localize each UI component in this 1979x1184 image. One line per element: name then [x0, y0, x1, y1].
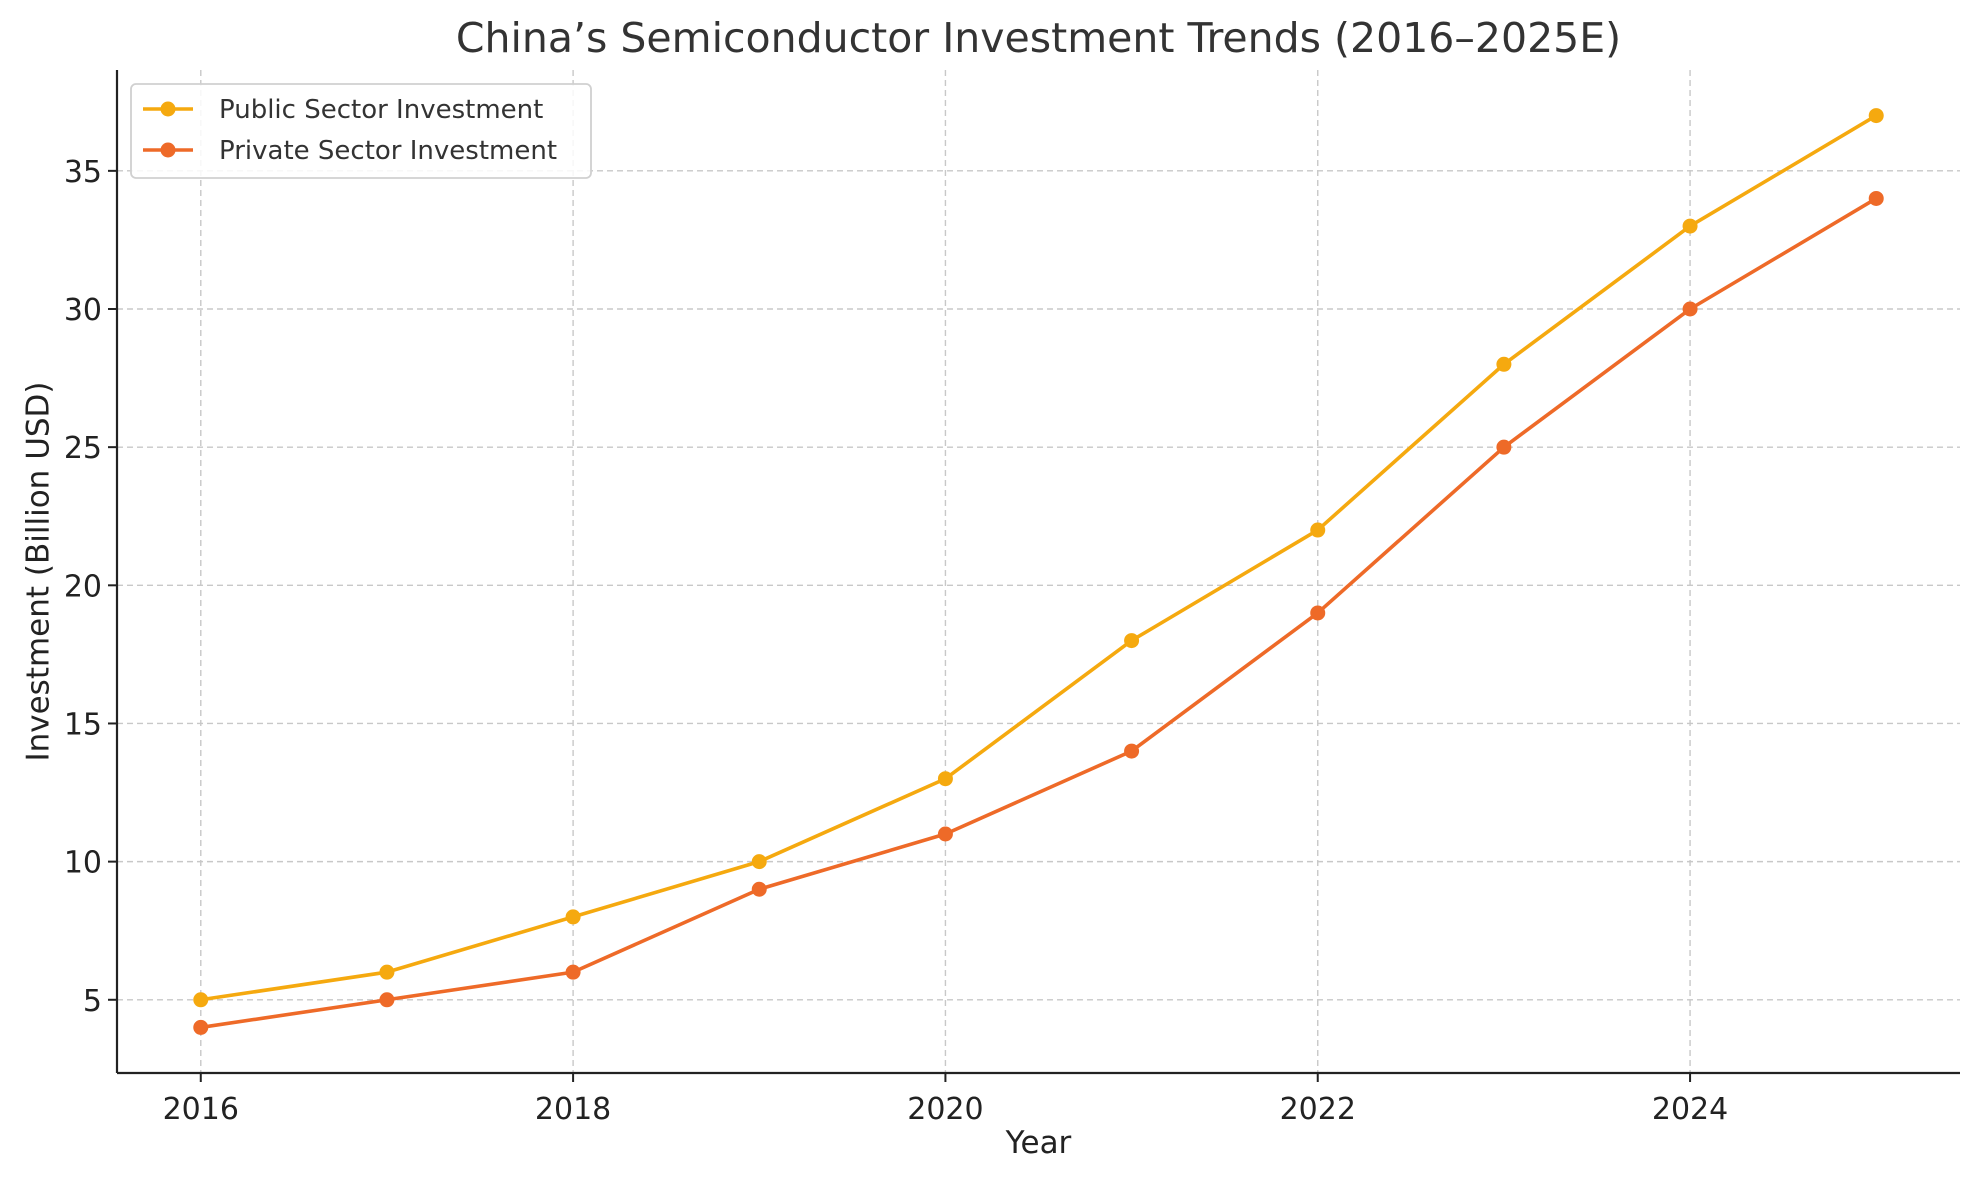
x-tick-label: 2024 — [1652, 1092, 1728, 1127]
chart-title: China’s Semiconductor Investment Trends … — [456, 14, 1621, 62]
x-tick-label: 2016 — [163, 1092, 239, 1127]
data-point — [1682, 218, 1698, 234]
data-point — [1868, 190, 1884, 206]
axes — [115, 70, 1960, 1075]
series-line — [198, 196, 1879, 1030]
data-point — [1124, 743, 1140, 759]
data-point — [1868, 108, 1884, 124]
data-point — [1496, 439, 1512, 455]
legend-box — [130, 83, 592, 179]
ticks: 2016 2018 2020 2022 2024 5 10 15 20 25 30 35 — [64, 155, 1728, 1127]
data-point — [1496, 356, 1512, 372]
series-line — [198, 113, 1879, 1002]
series — [193, 108, 1884, 1035]
y-tick-label: 25 — [64, 431, 102, 466]
data-point — [193, 992, 209, 1008]
y-axis-label: Investment (Billion USD) — [21, 381, 57, 761]
y-tick-label: 20 — [64, 569, 102, 604]
data-point — [1124, 633, 1140, 649]
data-point — [565, 964, 581, 980]
x-tick-label: 2022 — [1280, 1092, 1356, 1127]
legend-item: Public Sector Investment — [143, 95, 543, 125]
x-axis-label: Year — [1005, 1125, 1072, 1161]
data-point — [751, 881, 767, 897]
data-point — [937, 771, 953, 787]
grid — [117, 70, 1960, 1073]
data-point — [751, 854, 767, 870]
legend-marker — [160, 142, 176, 158]
y-tick-label: 5 — [83, 984, 102, 1019]
series-1 — [193, 108, 1884, 1008]
y-tick-label: 10 — [64, 846, 102, 881]
data-point — [1310, 605, 1326, 621]
data-point — [379, 964, 395, 980]
x-tick-label: 2018 — [535, 1092, 611, 1127]
data-point — [1310, 522, 1326, 538]
legend-item: Private Sector Investment — [143, 136, 557, 166]
data-point — [937, 826, 953, 842]
series-2 — [193, 190, 1884, 1035]
legend-marker — [160, 101, 176, 117]
data-point — [1682, 301, 1698, 317]
legend-label: Private Sector Investment — [219, 136, 557, 166]
data-point — [565, 909, 581, 925]
y-tick-label: 35 — [64, 155, 102, 190]
y-tick-label: 15 — [64, 707, 102, 742]
data-point — [193, 1019, 209, 1035]
legend-label: Public Sector Investment — [219, 95, 543, 125]
data-point — [379, 992, 395, 1008]
x-tick-label: 2020 — [907, 1092, 983, 1127]
legend: Public Sector Investment Private Sector I… — [130, 83, 592, 179]
y-tick-label: 30 — [64, 293, 102, 328]
